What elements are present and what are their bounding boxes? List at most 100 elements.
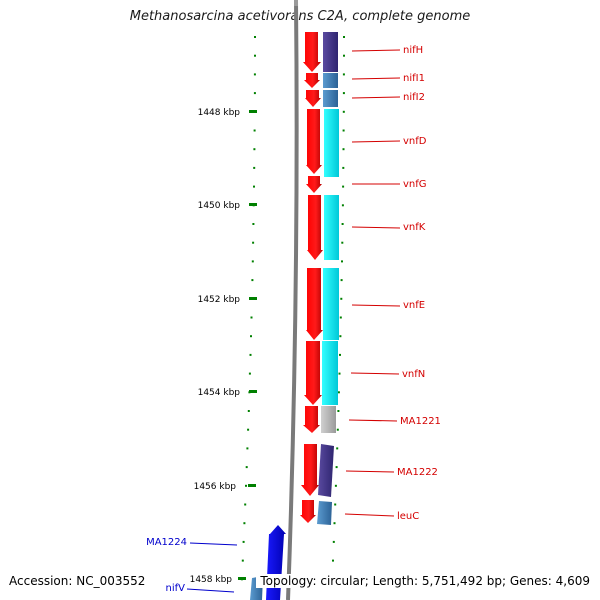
tick-dot xyxy=(253,148,256,151)
gene-labels-left: MA1224 nifV xyxy=(146,537,238,594)
tick-dot xyxy=(332,540,335,543)
map-title: Methanosarcina acetivorans C2A, complete… xyxy=(129,9,471,24)
tick-dot xyxy=(340,279,343,282)
tick-dot xyxy=(250,316,253,319)
gene-arrow-nifI2[interactable] xyxy=(305,90,321,107)
gene-arrow-MA1222[interactable] xyxy=(301,444,319,496)
tick-dot xyxy=(342,129,345,132)
cog-box-nifI2[interactable] xyxy=(323,90,338,107)
gene-arrow-vnfD[interactable] xyxy=(306,109,322,174)
cog-box-nifI1[interactable] xyxy=(323,73,338,88)
forward-strand-genes xyxy=(300,32,323,523)
tick-dot xyxy=(253,129,256,132)
tick-dot xyxy=(250,335,252,338)
svg-text:nifV: nifV xyxy=(166,583,186,594)
tick-dot xyxy=(339,335,342,338)
tick-dot xyxy=(342,110,345,113)
tick-dot xyxy=(332,559,334,562)
svg-text:nifI1: nifI1 xyxy=(403,73,425,84)
tick-dot xyxy=(341,241,344,244)
tick-dot xyxy=(247,410,250,412)
tick-dot xyxy=(254,36,256,38)
tick-dot xyxy=(339,316,342,319)
tick-dot xyxy=(333,522,336,525)
cog-box-vnfK[interactable] xyxy=(324,195,339,260)
kbp-label: 1454 kbp xyxy=(198,388,241,398)
tick-dots-left xyxy=(240,36,256,581)
gene-arrow-vnfN[interactable] xyxy=(304,341,322,405)
gene-label-vnfE[interactable]: vnfE xyxy=(351,300,425,311)
svg-text:nifH: nifH xyxy=(403,45,423,56)
gene-label-MA1224[interactable]: MA1224 xyxy=(146,537,238,548)
gene-arrow-vnfG[interactable] xyxy=(306,176,322,193)
gene-label-vnfD[interactable]: vnfD xyxy=(351,136,427,147)
tick-dot xyxy=(247,428,250,431)
kbp-scale: 1448 kbp 1450 kbp 1452 kbp 1454 kbp 1456… xyxy=(190,108,257,585)
svg-text:MA1221: MA1221 xyxy=(400,416,441,427)
genome-backbone xyxy=(286,0,299,600)
tick-dot xyxy=(253,166,256,169)
tick-dot xyxy=(342,185,345,188)
cog-category-track xyxy=(317,32,339,525)
svg-text:nifI2: nifI2 xyxy=(403,92,425,103)
cog-box-vnfD[interactable] xyxy=(324,109,339,177)
tick-dot xyxy=(251,260,254,263)
gene-label-vnfK[interactable]: vnfK xyxy=(351,222,426,233)
tick-dot xyxy=(342,166,345,169)
kbp-label: 1452 kbp xyxy=(198,295,241,305)
backbone-top-cap xyxy=(294,0,298,6)
tick-dot xyxy=(242,540,245,543)
tick-dot xyxy=(337,410,340,412)
cog-box-vnfN[interactable] xyxy=(322,341,338,405)
gene-label-MA1221[interactable]: MA1221 xyxy=(348,416,441,427)
tick-dot xyxy=(246,447,249,450)
tick-dot xyxy=(338,372,341,375)
gene-arrow-nifH[interactable] xyxy=(303,32,321,72)
gene-label-nifI1[interactable]: nifI1 xyxy=(351,73,425,84)
tick-dot xyxy=(248,372,251,375)
tick-dot xyxy=(244,503,247,506)
kbp-tick-1458: 1458 kbp xyxy=(190,575,246,585)
kbp-label: 1458 kbp xyxy=(190,575,233,585)
cog-box-MA1222[interactable] xyxy=(318,444,334,497)
cog-box-nifH[interactable] xyxy=(323,32,338,72)
tick-dot xyxy=(336,447,339,450)
tick-dot xyxy=(249,353,252,356)
gene-arrow-MA1224[interactable] xyxy=(266,525,286,600)
gene-label-nifV[interactable]: nifV xyxy=(166,583,235,594)
gene-arrow-nifI1[interactable] xyxy=(304,73,320,88)
tick-dot xyxy=(252,223,255,225)
tick-dot xyxy=(254,54,256,57)
tick-dot xyxy=(243,522,246,525)
gene-label-leuC[interactable]: leuC xyxy=(344,511,419,522)
tick-dot xyxy=(334,503,337,506)
cog-box-MA1221[interactable] xyxy=(321,406,336,433)
gene-arrow-leuC[interactable] xyxy=(300,500,316,523)
cog-box-leuC[interactable] xyxy=(317,501,332,525)
accession-text: Accession: NC_003552 xyxy=(9,574,146,588)
gene-labels-right: nifH nifI1 nifI2 vnfD vnfG vnfK xyxy=(344,45,441,522)
kbp-label: 1448 kbp xyxy=(198,108,241,118)
cog-box-vnfE[interactable] xyxy=(323,268,339,340)
gene-label-nifH[interactable]: nifH xyxy=(351,45,423,56)
gene-arrow-vnfE[interactable] xyxy=(306,268,323,340)
tick-dot xyxy=(335,466,338,469)
svg-text:MA1222: MA1222 xyxy=(397,467,438,478)
tick-dot xyxy=(245,466,248,469)
gene-label-nifI2[interactable]: nifI2 xyxy=(351,92,425,103)
gene-arrow-MA1221[interactable] xyxy=(303,406,320,433)
tick-dot xyxy=(342,92,345,95)
tick-dot xyxy=(341,223,344,225)
tick-dot xyxy=(253,73,256,76)
gene-arrow-vnfK[interactable] xyxy=(307,195,323,260)
svg-text:vnfN: vnfN xyxy=(402,369,425,380)
gene-label-vnfN[interactable]: vnfN xyxy=(350,369,425,380)
svg-text:leuC: leuC xyxy=(397,511,419,522)
tick-dot xyxy=(245,484,247,487)
reverse-strand-genes xyxy=(250,525,286,600)
gene-label-MA1222[interactable]: MA1222 xyxy=(345,467,438,478)
tick-dot xyxy=(337,391,340,394)
tick-dot xyxy=(341,260,343,263)
gene-label-vnfG[interactable]: vnfG xyxy=(352,179,427,190)
